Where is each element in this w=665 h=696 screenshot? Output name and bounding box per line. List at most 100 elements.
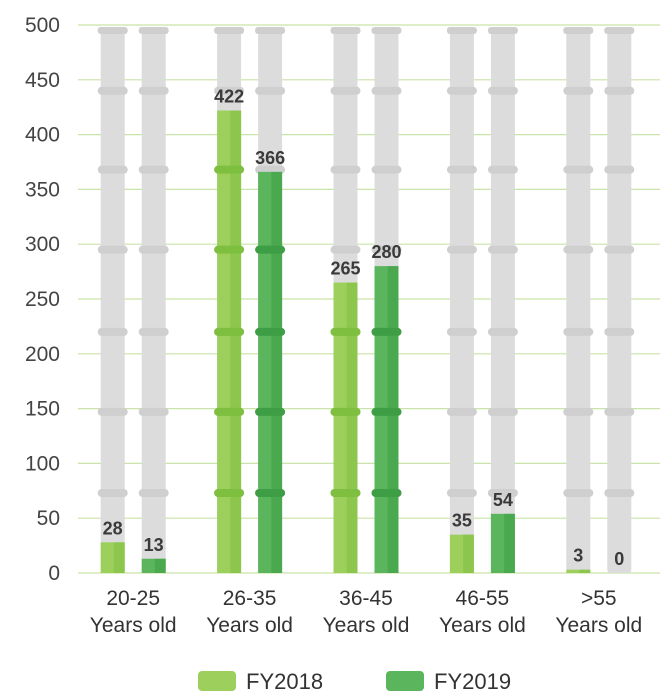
bar-track-joint [214,86,245,95]
bar-group-fy2019-4 [604,27,635,573]
data-label-fy2019: 0 [614,549,624,569]
bar-track [490,29,515,573]
x-category-label: 36-45 [339,587,393,610]
bar-fy2018 [566,569,591,573]
x-category-label: Years old [90,614,177,637]
y-tick-label: 150 [25,398,60,421]
y-tick-label: 350 [25,178,60,201]
y-tick-label: 0 [48,562,60,585]
bar-group-fy2019-1 [255,27,286,573]
bar-joint [214,327,245,336]
legend-swatch [386,671,424,691]
bar-track-joint [446,86,477,95]
bar-track-joint [138,488,169,497]
bar-track-joint [563,327,594,336]
y-tick-label: 200 [25,343,60,366]
y-axis-ticks: 0 50 100 150 200 250 300 350 400 450 500 [25,14,60,585]
bar-joint [371,488,402,497]
bar-track-joint [604,86,635,95]
bar-track-joint [371,86,402,95]
bar-track-joint [97,165,128,174]
bar-joint [255,488,286,497]
y-tick-label: 250 [25,288,60,311]
bar-track-joint [604,407,635,416]
bar-track-joint [487,245,518,254]
bar-track-cap [487,27,518,34]
bar-group-fy2019-2 [371,27,402,573]
y-tick-label: 50 [37,507,60,530]
bar-track-joint [97,86,128,95]
bar-joint [330,327,361,336]
bar-track-cap [371,27,402,34]
bar-track-joint [446,407,477,416]
bar-track-cap [446,27,477,34]
x-category-label: 46-55 [456,587,510,610]
bar-track-joint [255,86,286,95]
bar-track-cap [97,27,128,34]
data-label-fy2019: 366 [255,148,285,168]
bar-track-joint [138,327,169,336]
bar-track-joint [604,165,635,174]
bar-joint [214,488,245,497]
x-axis-categories: 20-25 Years old 26-35 Years old 36-45 Years o… [90,587,642,637]
bar-group-fy2018-1 [214,27,245,573]
bar-track-joint [330,245,361,254]
bar-track-joint [97,407,128,416]
bar-track-joint [604,488,635,497]
bar-shade [154,558,166,573]
data-labels: 28 13 422 366 265 280 35 54 3 0 [103,86,625,569]
bar-group-fy2018-0 [97,27,128,573]
bar-joint [255,245,286,254]
bar-track-cap [138,27,169,34]
legend-swatch [198,671,236,691]
bar-track-cap [330,27,361,34]
bar-track-joint [487,327,518,336]
bar-track-joint [563,86,594,95]
bar-group-fy2019-0 [138,27,169,573]
bar-shade [504,513,515,573]
bar-track-joint [604,245,635,254]
grid-lines [78,24,660,574]
data-label-fy2018: 3 [573,546,583,566]
data-label-fy2019: 54 [493,490,513,510]
legend: FY2018 FY2019 [198,669,511,694]
bar-joint [330,488,361,497]
x-category-label: Years old [206,614,293,637]
bar-track-joint [487,86,518,95]
bars [97,27,635,573]
bar-track-joint [138,165,169,174]
bar-track-joint [487,488,518,497]
bar-shade [271,171,283,573]
y-tick-label: 400 [25,124,60,147]
x-category-label: 26-35 [223,587,277,610]
legend-item-fy2019: FY2019 [386,669,511,694]
data-label-fy2019: 280 [371,242,401,262]
y-tick-label: 100 [25,452,60,475]
bar-track [607,29,632,573]
bar-joint [371,327,402,336]
bar-joint [330,407,361,416]
bar-track-joint [371,165,402,174]
bar-track-joint [446,165,477,174]
x-category-label: Years old [439,614,526,637]
bar-shade [387,266,399,573]
bar-shade [463,534,474,573]
legend-label: FY2018 [246,669,323,694]
bar-joint [371,407,402,416]
bar-track-cap [604,27,635,34]
bar-track-cap [255,27,286,34]
legend-item-fy2018: FY2018 [198,669,323,694]
bar-joint [214,165,245,174]
bar-track-joint [563,165,594,174]
bar-track [449,29,474,573]
bar-track-joint [138,86,169,95]
x-category-label: Years old [555,614,642,637]
bar-track-joint [97,245,128,254]
bar-track-joint [97,327,128,336]
bar-joint [255,327,286,336]
y-tick-label: 300 [25,233,60,256]
bar-track-joint [446,245,477,254]
bar-track-joint [330,86,361,95]
bar-track-joint [563,245,594,254]
